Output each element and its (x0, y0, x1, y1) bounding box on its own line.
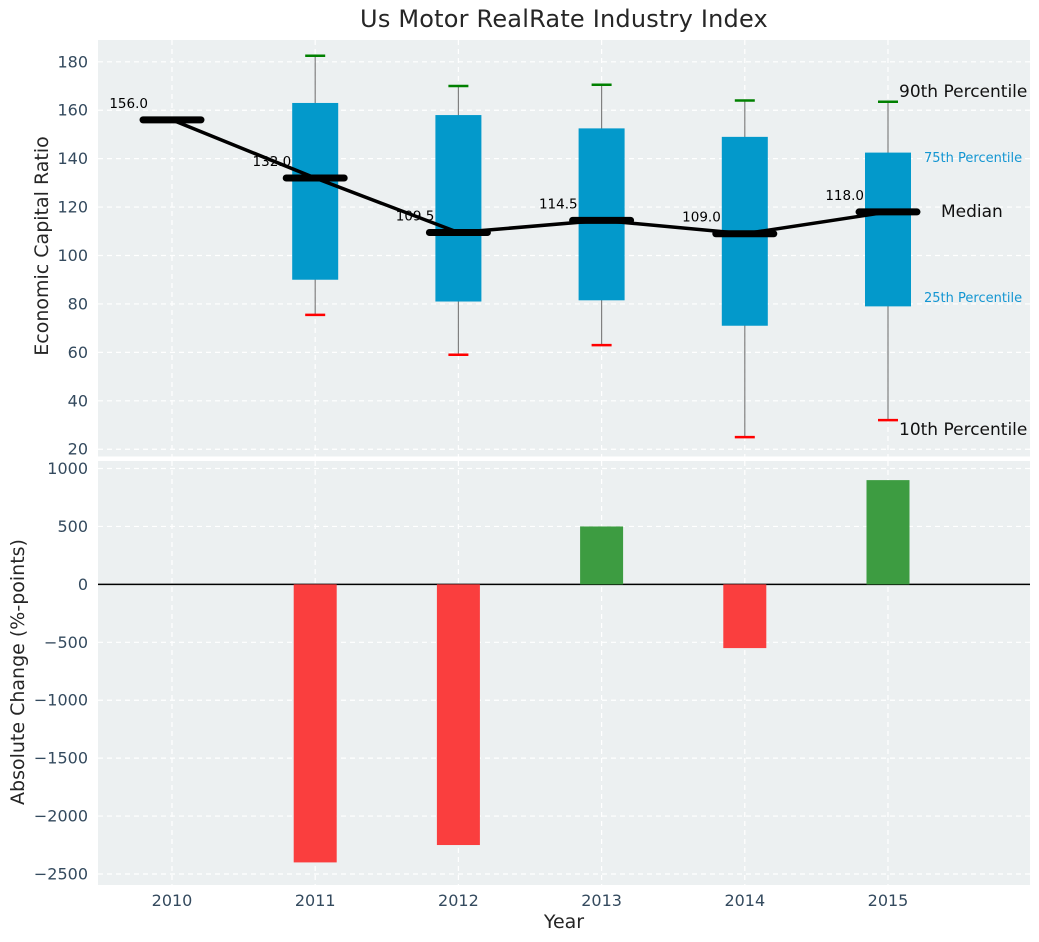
x-tick-label: 2014 (724, 891, 765, 910)
median-trend-line (171, 118, 889, 236)
x-tick-label: 2015 (868, 891, 909, 910)
median-value-label-2015: 118.0 (825, 188, 864, 204)
legend-median: Median (941, 202, 1003, 222)
median-value-label-2010: 156.0 (109, 96, 148, 112)
y-tick-label: 160 (57, 101, 88, 120)
y-tick-label: 500 (57, 517, 88, 536)
median-value-label-2013: 114.5 (539, 196, 578, 212)
y-tick-label: 120 (57, 198, 88, 217)
y-tick-label: 140 (57, 149, 88, 168)
y-tick-label: 1000 (47, 459, 88, 478)
median-value-label-2014: 109.0 (682, 210, 721, 226)
y-tick-label: −1000 (34, 691, 88, 710)
x-tick-label: 2011 (295, 891, 336, 910)
iqr-box-2011 (292, 102, 339, 280)
change-bar-2011 (293, 584, 337, 863)
x-tick-label: 2013 (581, 891, 622, 910)
legend-25th-percentile: 25th Percentile (924, 291, 1023, 306)
y-tick-label: 180 (57, 52, 88, 71)
y-tick-label: −2000 (34, 807, 88, 826)
x-tick-label: 2012 (438, 891, 479, 910)
y-tick-label: −2500 (34, 864, 88, 883)
y-tick-label: 40 (68, 391, 88, 410)
y-tick-label: −1500 (34, 749, 88, 768)
y-tick-label: 100 (57, 246, 88, 265)
legend-10th-percentile: 10th Percentile (899, 420, 1028, 440)
median-value-label-2012: 109.5 (396, 209, 435, 225)
y-tick-label: 0 (78, 575, 88, 594)
top-y-axis-label: Economic Capital Ratio (31, 136, 53, 356)
iqr-box-2015 (865, 152, 911, 307)
y-tick-label: 80 (68, 294, 88, 313)
change-bar-2013 (580, 526, 624, 585)
y-tick-label: 60 (68, 343, 88, 362)
change-bar-2014 (723, 584, 767, 649)
median-value-label-2011: 132.0 (253, 154, 292, 170)
iqr-box-2012 (435, 115, 482, 302)
change-bar-2012 (436, 584, 480, 846)
page-title: Us Motor RealRate Industry Index (360, 5, 768, 33)
iqr-box-2013 (578, 128, 625, 301)
y-tick-label: 20 (68, 440, 88, 459)
x-tick-label: 2010 (152, 891, 193, 910)
y-tick-label: −500 (44, 633, 88, 652)
x-axis-label: Year (543, 911, 585, 933)
legend-90th-percentile: 90th Percentile (899, 82, 1028, 102)
change-bar-2015 (866, 480, 910, 585)
legend-75th-percentile: 75th Percentile (924, 151, 1023, 166)
bottom-y-axis-label: Absolute Change (%-points) (7, 539, 29, 805)
